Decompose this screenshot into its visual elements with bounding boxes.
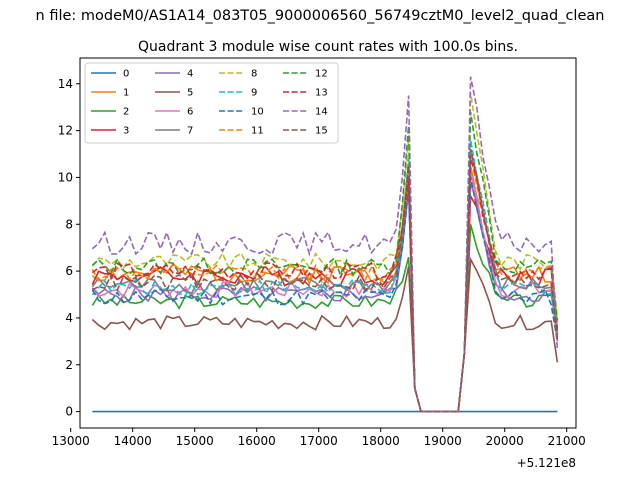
y-axis: 0 2 4 6 8 10 12 14 <box>58 77 80 419</box>
legend-label: 9 <box>251 88 257 99</box>
legend-label: 12 <box>315 69 328 80</box>
y-tick-label: 0 <box>65 405 73 419</box>
series-line-6 <box>91 172 559 413</box>
y-tick-label: 10 <box>58 170 73 184</box>
legend-label: 5 <box>187 88 193 99</box>
series-line-12 <box>91 111 559 413</box>
y-tick-label: 12 <box>58 124 73 138</box>
series-line-10 <box>91 177 559 413</box>
legend-label: 2 <box>123 107 129 118</box>
x-tick-label: 20000 <box>486 434 524 448</box>
x-tick-label: 13000 <box>52 434 90 448</box>
legend-label: 6 <box>187 107 193 118</box>
y-tick-label: 2 <box>65 358 73 372</box>
legend-label: 13 <box>315 88 328 99</box>
chart-title: Quadrant 3 module wise count rates with … <box>138 39 518 55</box>
legend-label: 4 <box>187 69 193 80</box>
x-tick-label: 21000 <box>548 434 586 448</box>
legend-label: 10 <box>251 107 264 118</box>
figure-suptitle: n file: modeM0/AS1A14_083T05_9000006560_… <box>36 8 605 24</box>
legend-label: 8 <box>251 69 257 80</box>
legend-label: 7 <box>187 126 193 137</box>
x-offset-label: +5.121e8 <box>517 456 576 470</box>
legend-label: 1 <box>123 88 129 99</box>
y-tick-label: 8 <box>65 217 73 231</box>
y-tick-label: 4 <box>65 311 73 325</box>
plot-area <box>91 76 559 413</box>
plot-frame <box>79 57 577 429</box>
x-tick-label: 17000 <box>300 434 338 448</box>
x-tick-label: 18000 <box>362 434 400 448</box>
x-axis: 13000 14000 15000 16000 17000 18000 19000 20000… <box>52 428 586 448</box>
x-tick-label: 19000 <box>424 434 462 448</box>
series-line-15 <box>92 149 559 413</box>
x-tick-label: 16000 <box>238 434 276 448</box>
series-line-8 <box>91 92 559 413</box>
series-line-5 <box>91 256 559 413</box>
x-tick-label: 15000 <box>176 434 214 448</box>
legend-label: 15 <box>315 126 328 137</box>
x-tick-label: 14000 <box>114 434 152 448</box>
y-tick-label: 6 <box>65 264 73 278</box>
y-tick-label: 14 <box>58 77 73 91</box>
legend-label: 0 <box>123 69 129 80</box>
series-line-2 <box>91 224 559 413</box>
legend-label: 14 <box>315 107 328 118</box>
legend-box <box>84 62 339 144</box>
legend-label: 3 <box>123 126 129 137</box>
legend-label: 11 <box>251 126 264 137</box>
series-line-14 <box>91 76 559 413</box>
